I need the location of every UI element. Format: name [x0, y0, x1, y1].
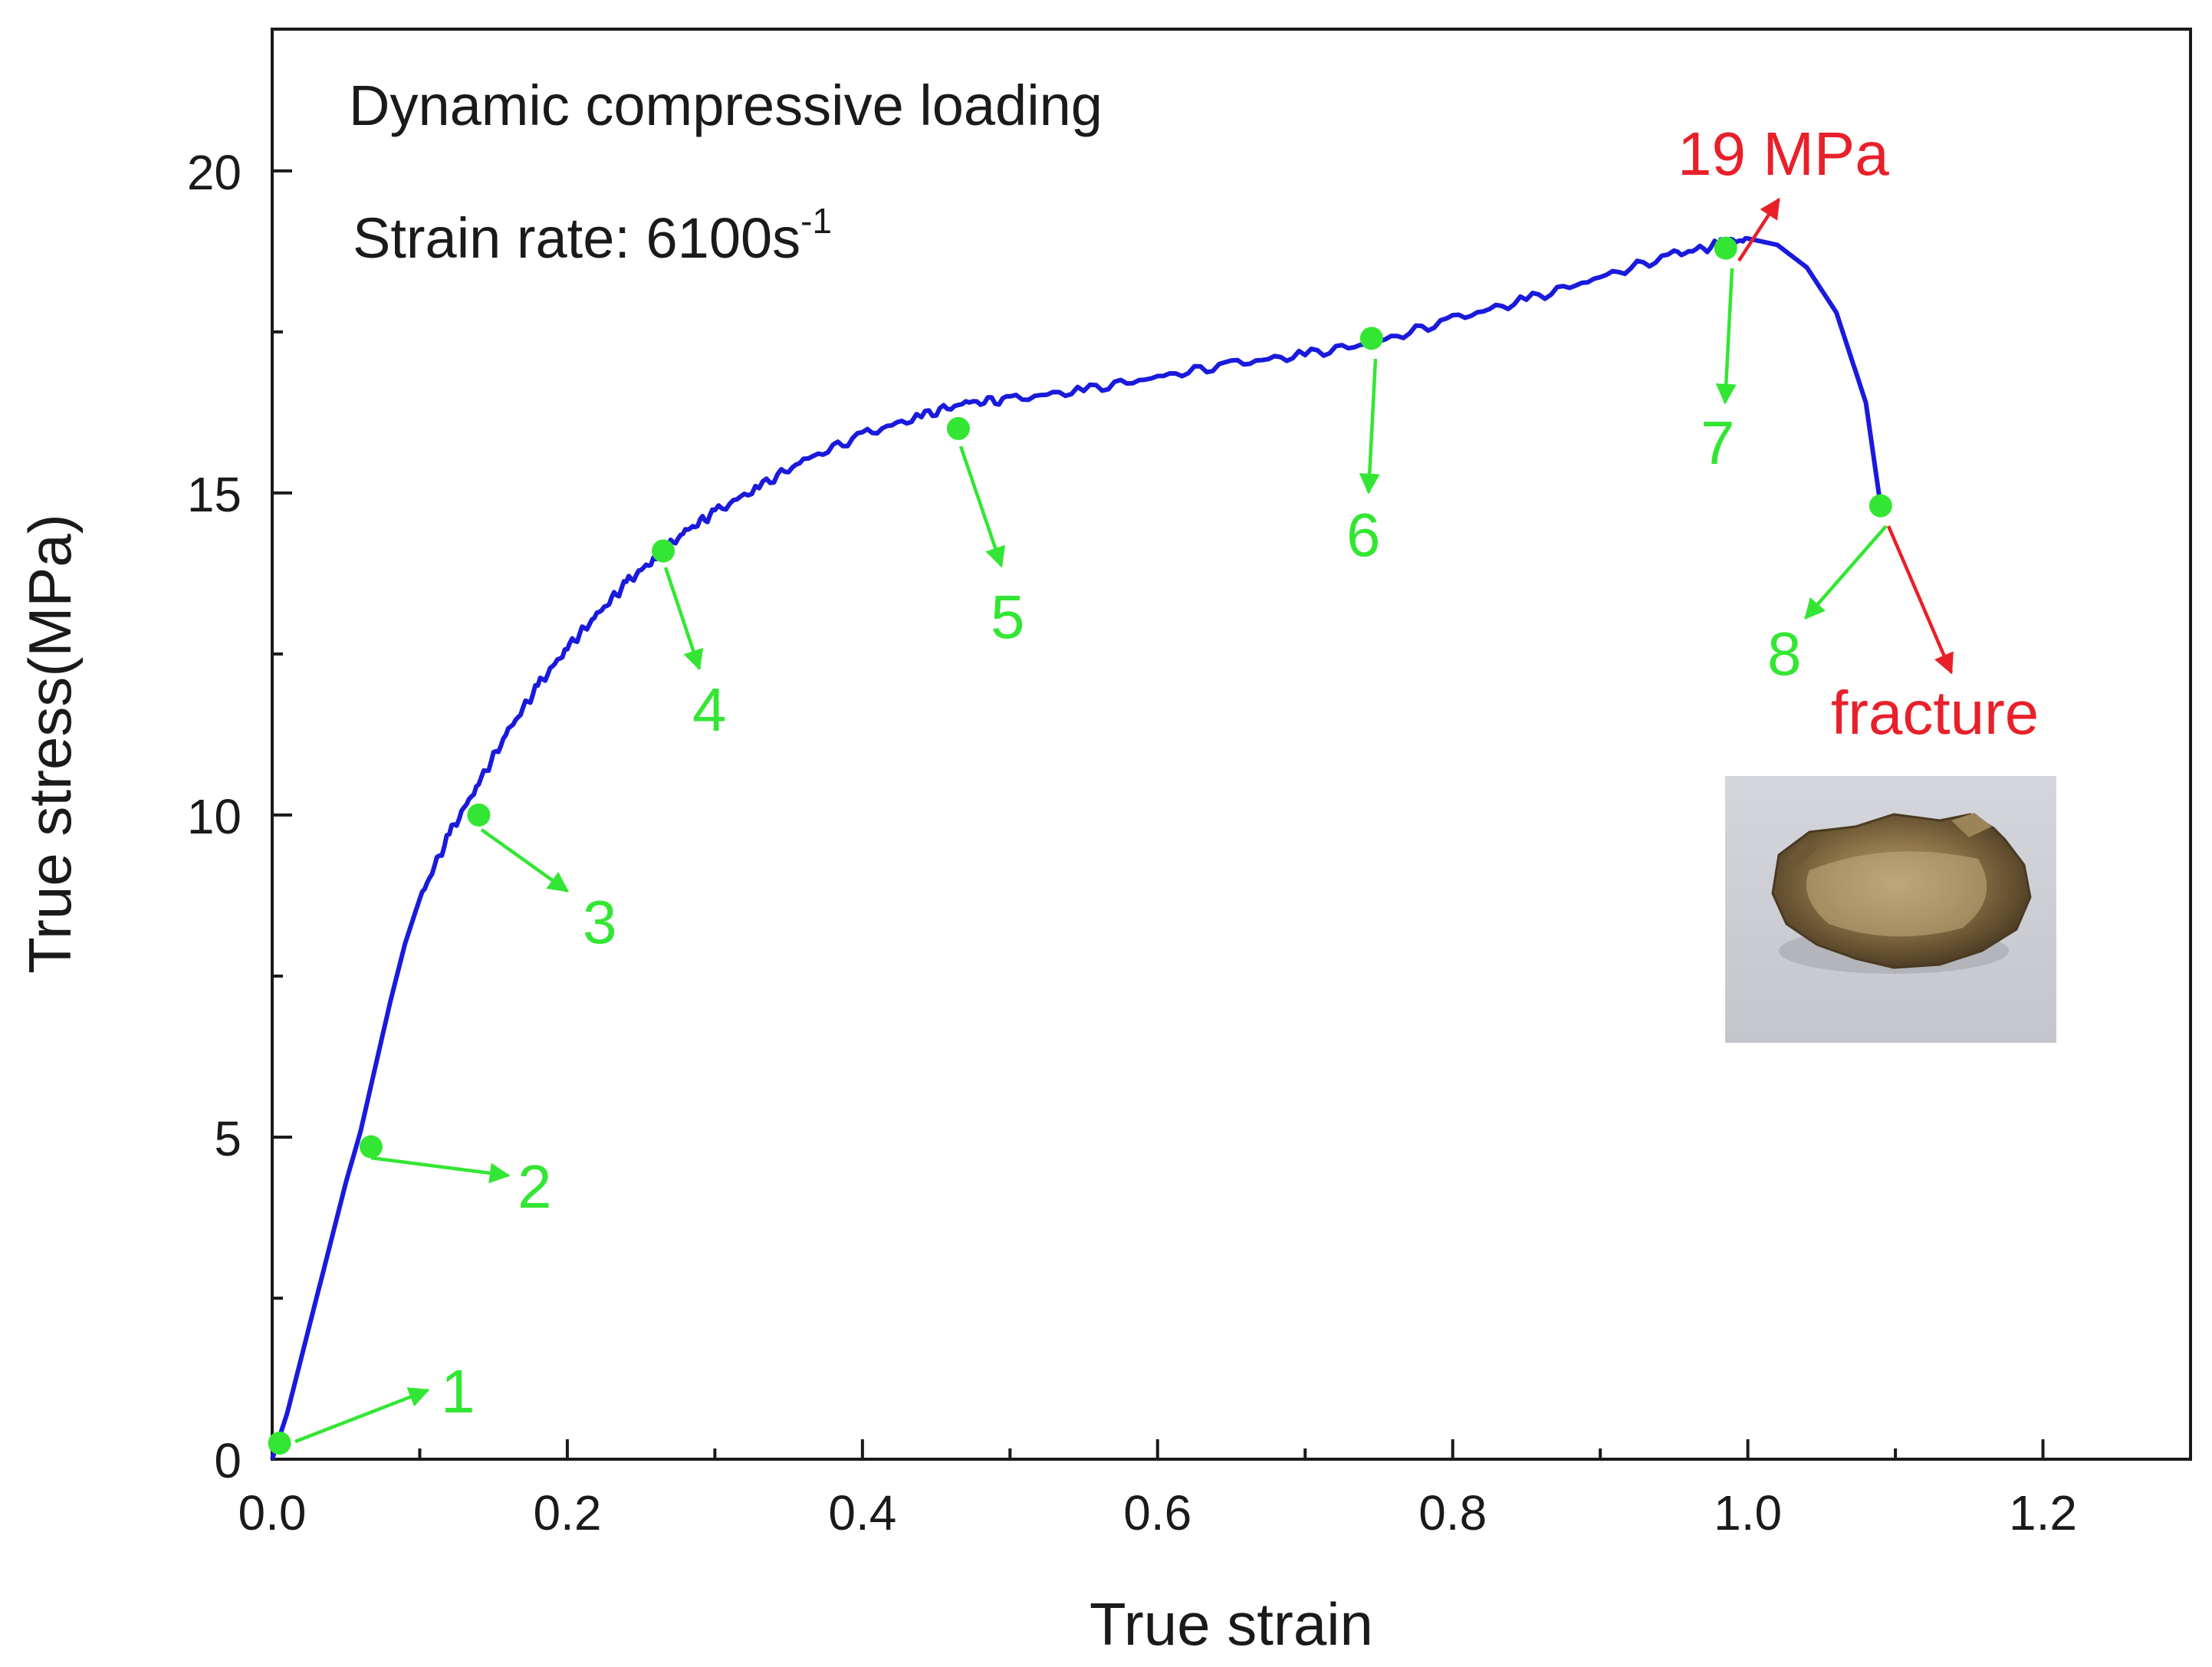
marker-label-4: 4 — [692, 676, 727, 744]
marker-dot-1 — [268, 1431, 291, 1455]
x-axis: 0.0 0.2 0.4 0.6 0.8 1.0 1.2 — [238, 1439, 2077, 1540]
peak-arrow — [1737, 197, 1780, 262]
chart-subtitle: Strain rate: 6100s-1 — [353, 201, 832, 270]
x-axis-title: True strain — [1090, 1590, 1373, 1658]
specimen-face — [1806, 851, 1987, 937]
marker-arrows — [294, 268, 1888, 1444]
marker-arrow-7 — [1715, 268, 1737, 405]
marker-dot-2 — [359, 1135, 383, 1159]
marker-label-7: 7 — [1701, 409, 1735, 477]
marker-dot-3 — [467, 803, 491, 827]
y-tick-label: 10 — [187, 789, 242, 844]
marker-arrow-2 — [370, 1156, 511, 1184]
x-tick-label: 0.2 — [533, 1485, 601, 1540]
marker-arrow-4 — [663, 567, 704, 671]
marker-arrow-8 — [1804, 524, 1888, 620]
x-tick-label: 0.8 — [1418, 1485, 1487, 1540]
y-tick-label: 5 — [214, 1111, 242, 1166]
marker-dot-6 — [1359, 327, 1383, 350]
y-axis: 0 5 10 15 20 — [187, 145, 292, 1488]
marker-label-8: 8 — [1767, 620, 1802, 688]
x-tick-label: 1.0 — [1714, 1485, 1782, 1540]
x-tick-label: 1.2 — [2009, 1485, 2077, 1540]
marker-arrow-3 — [480, 828, 570, 893]
y-tick-label: 20 — [187, 145, 242, 200]
specimen-photo — [1725, 776, 2056, 1043]
y-tick-label: 0 — [214, 1433, 242, 1488]
chart-title: Dynamic compressive loading — [349, 74, 1103, 137]
y-tick-label: 15 — [187, 467, 242, 522]
x-tick-label: 0.6 — [1123, 1485, 1191, 1540]
y-axis-title: True stress(MPa) — [16, 514, 84, 974]
subtitle-superscript: -1 — [800, 201, 832, 241]
specimen-chip — [1786, 843, 1819, 866]
peak-stress-label: 19 MPa — [1678, 120, 1889, 188]
fracture-label: fracture — [1831, 679, 2039, 747]
fracture-arrow — [1886, 525, 1954, 675]
marker-labels: 1 2 3 4 5 6 7 8 — [441, 409, 1802, 1425]
marker-arrow-1 — [294, 1387, 430, 1444]
marker-label-5: 5 — [991, 583, 1025, 651]
marker-dot-8 — [1869, 494, 1892, 518]
marker-arrow-6 — [1359, 358, 1380, 495]
marker-arrow-5 — [958, 446, 1005, 568]
marker-dot-5 — [946, 416, 970, 440]
marker-label-6: 6 — [1346, 501, 1381, 569]
marker-dot-7 — [1714, 236, 1737, 260]
marker-label-3: 3 — [583, 888, 617, 956]
marker-dots — [268, 236, 1892, 1455]
plot-frame — [271, 28, 2192, 1461]
marker-label-2: 2 — [518, 1152, 552, 1221]
marker-dot-4 — [652, 539, 675, 563]
specimen-edge — [1951, 813, 1992, 837]
marker-label-1: 1 — [441, 1357, 475, 1425]
x-tick-label: 0.0 — [238, 1485, 307, 1540]
stress-strain-curve — [270, 235, 1883, 1460]
subtitle-text: Strain rate: 6100s — [353, 206, 800, 270]
x-tick-label: 0.4 — [828, 1485, 896, 1540]
